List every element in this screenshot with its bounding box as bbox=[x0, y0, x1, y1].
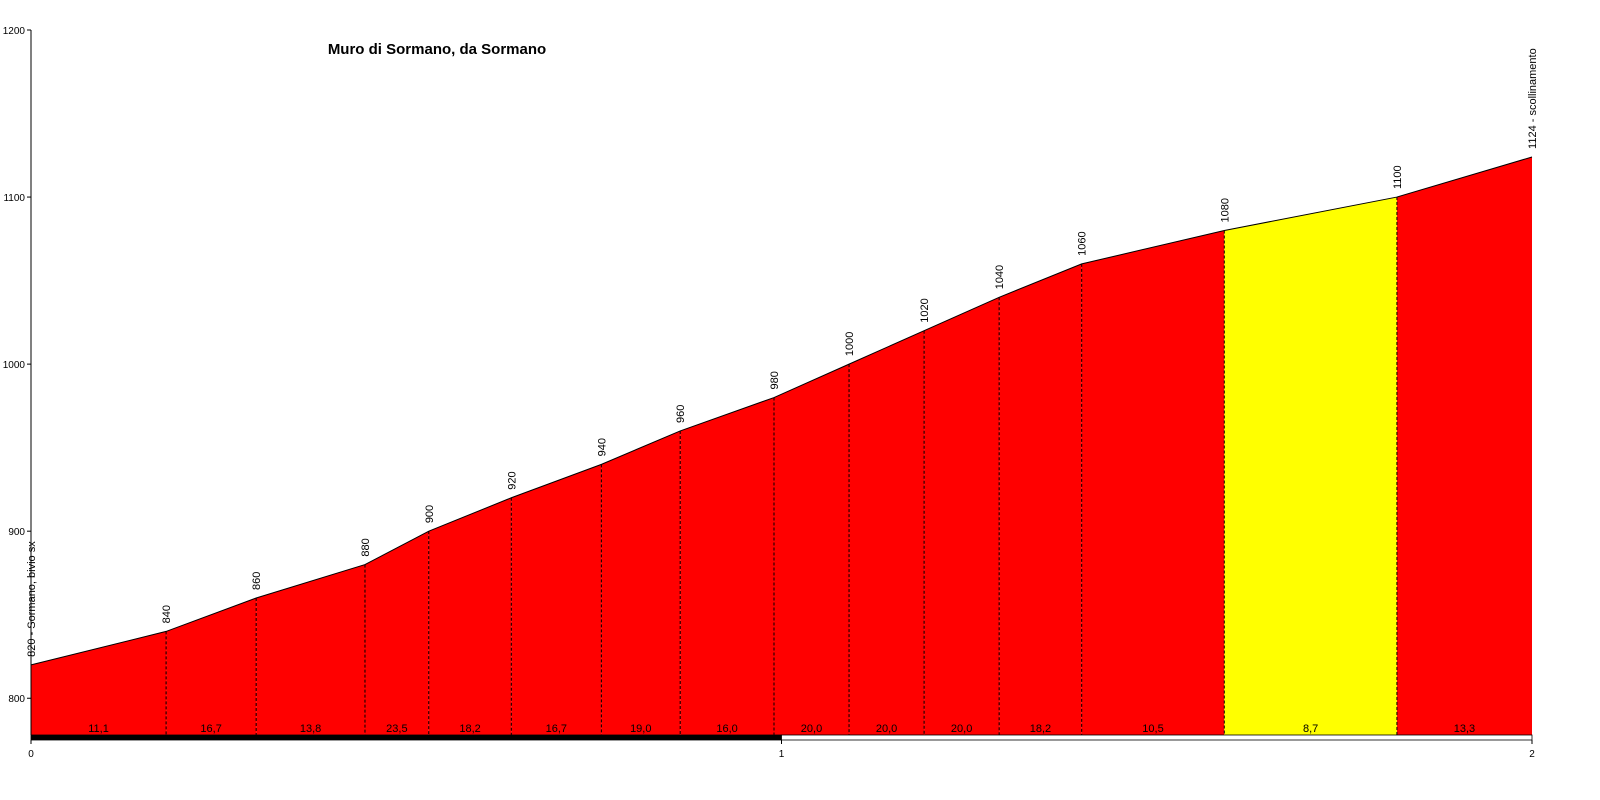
chart-title: Muro di Sormano, da Sormano bbox=[328, 41, 546, 58]
segment bbox=[428, 497, 512, 735]
gradient-label: 20,0 bbox=[801, 723, 822, 735]
gradient-label: 11,1 bbox=[88, 723, 109, 735]
elevation-label: 820 - Sormano, bivio sx bbox=[26, 541, 38, 657]
elevation-label: 1060 bbox=[1077, 231, 1089, 255]
segment bbox=[849, 330, 925, 735]
segment bbox=[999, 263, 1082, 735]
elevation-label: 940 bbox=[596, 438, 608, 456]
gradient-label: 13,8 bbox=[300, 723, 321, 735]
elevation-label: 1020 bbox=[919, 298, 931, 322]
segment bbox=[1396, 156, 1532, 736]
elevation-label: 920 bbox=[506, 471, 518, 489]
y-tick-label: 1200 bbox=[3, 26, 26, 37]
y-tick-label: 1100 bbox=[3, 193, 25, 204]
gradient-label: 16,7 bbox=[200, 723, 221, 735]
elevation-label: 980 bbox=[769, 371, 781, 389]
x-tick-label: 2 bbox=[1529, 749, 1535, 760]
gradient-label: 10,5 bbox=[1142, 723, 1163, 735]
y-tick-label: 1000 bbox=[3, 360, 26, 371]
segment bbox=[511, 464, 602, 735]
segment bbox=[1081, 230, 1225, 735]
gradient-label: 16,0 bbox=[716, 723, 737, 735]
gradient-label: 13,3 bbox=[1454, 723, 1475, 735]
segment bbox=[773, 364, 850, 735]
segment bbox=[924, 297, 1000, 735]
x-tick-label: 0 bbox=[28, 749, 34, 760]
elevation-label: 1000 bbox=[844, 332, 856, 356]
y-tick-label: 900 bbox=[8, 527, 25, 538]
segment bbox=[166, 598, 257, 735]
x-tick-label: 1 bbox=[779, 749, 785, 760]
y-tick-label: 800 bbox=[8, 694, 25, 705]
segment bbox=[256, 564, 365, 735]
profile-line bbox=[30, 156, 1533, 666]
elevation-label: 1080 bbox=[1219, 198, 1231, 222]
segment bbox=[31, 631, 167, 735]
gradient-label: 18,2 bbox=[459, 723, 480, 735]
segment bbox=[601, 430, 681, 735]
gradient-label: 19,0 bbox=[630, 723, 651, 735]
elevation-label: 1124 - scollinamento bbox=[1527, 48, 1539, 149]
gradient-label: 23,5 bbox=[386, 723, 407, 735]
elevation-label: 860 bbox=[251, 572, 263, 590]
elevation-label: 960 bbox=[675, 405, 687, 423]
gradient-label: 20,0 bbox=[951, 723, 972, 735]
gradient-label: 18,2 bbox=[1030, 723, 1051, 735]
segment bbox=[1224, 197, 1397, 735]
elevation-label: 900 bbox=[424, 505, 436, 523]
elevation-label: 880 bbox=[360, 538, 372, 556]
elevation-label: 840 bbox=[161, 605, 173, 623]
gradient-label: 16,7 bbox=[546, 723, 567, 735]
gradient-label: 20,0 bbox=[876, 723, 897, 735]
gradient-label: 8,7 bbox=[1303, 723, 1318, 735]
elevation-label: 1040 bbox=[994, 265, 1006, 289]
segment bbox=[364, 531, 429, 735]
segment bbox=[680, 397, 774, 735]
scale-bar bbox=[781, 734, 1533, 741]
scale-bar bbox=[30, 734, 782, 741]
elevation-label: 1100 bbox=[1392, 165, 1404, 189]
